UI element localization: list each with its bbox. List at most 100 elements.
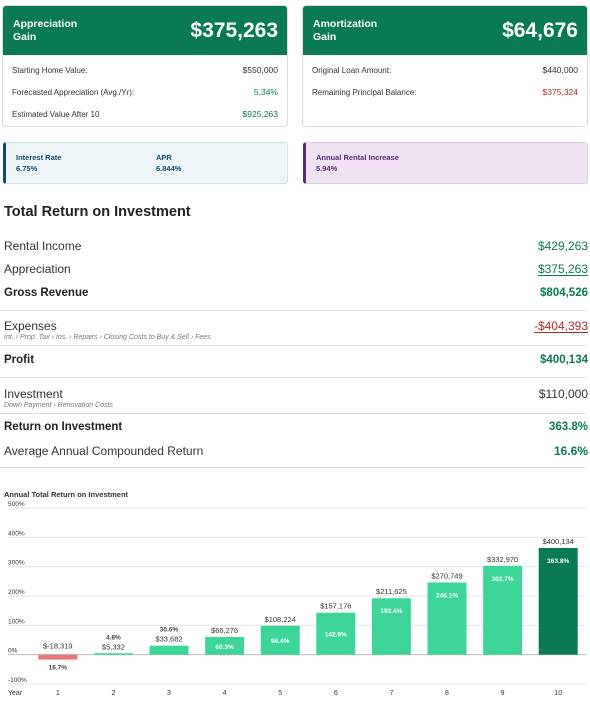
y-tick-label: 300% [8, 560, 25, 567]
rental-income-value: $429,263 [537, 239, 588, 253]
expenses-value: -$404,393 [533, 319, 588, 333]
bar-amount-label: $33,682 [155, 635, 182, 644]
y-tick-label: 0% [8, 648, 18, 655]
bar [538, 547, 578, 655]
chart-title: Annual Total Return on Investment [4, 490, 129, 499]
bar-amount-label: $66,276 [211, 626, 238, 635]
interest-rate-label: Interest Rate [16, 153, 62, 162]
bar-amount-label: $332,970 [487, 555, 518, 564]
row-label: Forecasted Appreciation (Avg./Yr): [12, 87, 135, 97]
bar [149, 645, 189, 655]
rental-increase-value: 5.94% [316, 164, 338, 173]
row-value: $925,263 [242, 109, 278, 119]
amortization-gain-card: Amortization Gain $64,676 Original Loan … [302, 5, 588, 127]
appreciation-gain-header: Appreciation Gain $375,263 [3, 6, 287, 55]
gross-revenue-value: $804,526 [540, 287, 588, 299]
amortization-gain-amount: $64,676 [502, 18, 578, 42]
appreciation-value: $375,263 [537, 262, 588, 276]
roi-value: 363.8% [548, 421, 588, 433]
bar-percent-label: 363.8% [547, 558, 569, 565]
remaining-principal-row: Remaining Principal Balance: $375,324 [303, 81, 587, 103]
bar-amount-label: $-18,319 [43, 642, 73, 651]
bar [316, 612, 356, 655]
divider [0, 345, 586, 346]
rental-increase-label: Annual Rental Increase [316, 153, 399, 162]
divider [0, 413, 586, 414]
divider [0, 377, 586, 378]
bar-percent-label: 16.7% [49, 665, 68, 672]
original-loan-row: Original Loan Amount: $440,000 [303, 59, 587, 81]
x-tick-label: 5 [278, 690, 282, 697]
profit-value: $400,134 [540, 354, 588, 366]
x-tick-label: 2 [111, 690, 115, 697]
x-tick-label: 1 [56, 690, 60, 697]
bar-amount-label: $108,224 [265, 615, 296, 624]
bar [205, 636, 245, 655]
total-return-title: Total Return on Investment [4, 204, 191, 220]
bar-amount-label: $5,332 [102, 642, 125, 651]
bar-percent-label: 60.3% [215, 644, 234, 651]
row-value: $375,324 [542, 87, 578, 97]
gross-revenue-row: Gross Revenue $804,526 [4, 287, 588, 299]
x-tick-label: 6 [334, 690, 338, 697]
bar-percent-label: 30.6% [160, 627, 179, 634]
roi-label: Return on Investment [4, 421, 123, 433]
divider [0, 310, 586, 311]
profit-label: Profit [4, 354, 35, 366]
rental-income-row: Rental Income $429,263 [4, 239, 588, 253]
appreciation-row: Appreciation $375,263 [4, 262, 588, 276]
bar [483, 565, 523, 655]
row-value: $550,000 [242, 65, 278, 75]
bar-amount-label: $400,134 [543, 537, 574, 546]
row-label: Original Loan Amount: [312, 65, 392, 75]
estimated-value-row: Estimated Value After 10 $925,263 [3, 103, 287, 125]
apr-value: 6.844% [156, 164, 182, 173]
x-tick-label: 3 [167, 690, 171, 697]
investment-label: Investment [4, 387, 63, 401]
row-label: Starting Home Value: [12, 65, 88, 75]
divider [0, 467, 586, 468]
x-axis-label: Year [8, 690, 23, 697]
bar-percent-label: 142.9% [325, 632, 347, 639]
bar [93, 653, 133, 655]
apr-label: APR [156, 153, 172, 162]
investment-breakdown: Down Payment › Renovation Costs [4, 402, 113, 409]
bar-percent-label: 246.1% [436, 592, 458, 599]
bar [260, 625, 300, 655]
x-tick-label: 8 [445, 690, 449, 697]
appreciation-gain-amount: $375,263 [190, 18, 278, 42]
starting-home-value-row: Starting Home Value: $550,000 [3, 59, 287, 81]
gross-revenue-label: Gross Revenue [4, 287, 89, 299]
roi-bar-chart: -100% 0% 100% 200% 300% 400% 500% Year $-18,319 1… [8, 501, 586, 697]
amortization-gain-title: Amortization Gain [313, 17, 378, 43]
x-tick-label: 7 [389, 690, 393, 697]
bar [38, 654, 78, 660]
y-tick-label: 200% [8, 589, 25, 596]
row-label: Estimated Value After 10 [12, 109, 100, 119]
y-tick-label: -100% [8, 677, 27, 684]
x-tick-label: 9 [501, 690, 505, 697]
bar-percent-label: 192.4% [380, 608, 402, 615]
appreciation-gain-title: Appreciation Gain [13, 17, 78, 43]
apr: APR 6.844% [156, 152, 181, 174]
y-tick-label: 400% [8, 530, 25, 537]
y-tick-label: 100% [8, 618, 25, 625]
amortization-gain-header: Amortization Gain $64,676 [303, 6, 587, 55]
rental-income-label: Rental Income [4, 239, 82, 253]
row-value: 5.34% [253, 87, 278, 97]
investment-row: Investment $110,000 [4, 387, 588, 401]
bar-amount-label: $270,749 [431, 571, 462, 580]
bar [427, 582, 467, 655]
x-tick-label: 10 [554, 690, 562, 697]
aacr-row: Average Annual Compounded Return 16.6% [4, 444, 588, 458]
aacr-label: Average Annual Compounded Return [4, 444, 204, 458]
rental-increase: Annual Rental Increase 5.94% [316, 152, 399, 174]
expenses-label: Expenses [4, 319, 57, 333]
appreciation-label: Appreciation [4, 262, 71, 276]
bar-amount-label: $157,176 [320, 602, 351, 611]
bar-percent-label: 98.4% [271, 638, 290, 645]
aacr-value: 16.6% [553, 444, 588, 458]
bar-amount-label: $211,625 [376, 587, 407, 596]
x-tick-label: 4 [223, 690, 227, 697]
row-label: Remaining Principal Balance: [312, 87, 417, 97]
